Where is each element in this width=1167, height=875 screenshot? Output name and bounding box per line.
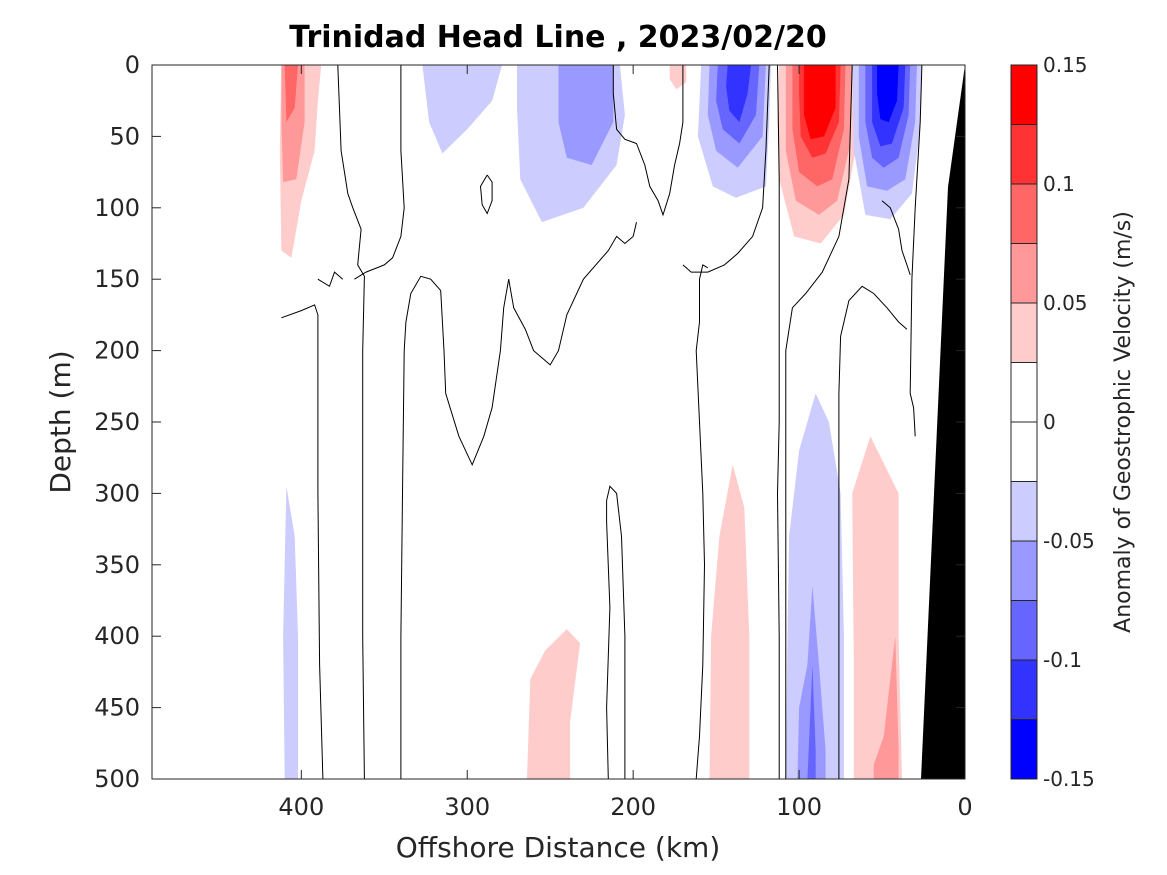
y-tick-label: 300 xyxy=(94,479,140,507)
y-tick-label: 150 xyxy=(94,265,140,293)
contour-line xyxy=(281,304,324,779)
contour-line xyxy=(695,264,709,779)
colorbar-tick-label: -0.1 xyxy=(1043,648,1082,672)
colorbar-band xyxy=(1011,481,1037,542)
colorbar-tick-label: -0.15 xyxy=(1043,767,1095,791)
colorbar-band xyxy=(1011,124,1037,185)
y-tick-label: 350 xyxy=(94,551,140,579)
anomaly-region xyxy=(422,65,503,154)
x-tick-label: 400 xyxy=(278,793,324,821)
x-axis-label: Offshore Distance (km) xyxy=(396,831,721,864)
colorbar-band xyxy=(1011,422,1037,482)
anomaly-region xyxy=(558,65,614,165)
colorbar-band xyxy=(1011,660,1037,720)
contour-line xyxy=(881,200,911,276)
colorbar-band xyxy=(1011,362,1037,423)
zero-contours xyxy=(281,65,923,779)
colorbar-frame xyxy=(1010,64,1038,780)
colorbar-tick-label: 0.1 xyxy=(1043,172,1075,196)
anomaly-region xyxy=(797,586,826,779)
x-tick-label: 100 xyxy=(776,793,822,821)
contour-line xyxy=(479,174,493,215)
anomaly-region xyxy=(527,629,581,779)
plot-area xyxy=(151,64,966,780)
anomaly-region xyxy=(283,486,298,779)
anomaly-region xyxy=(873,636,899,779)
colorbar-band xyxy=(1011,243,1037,304)
contour-line xyxy=(400,275,510,779)
contour-line xyxy=(606,485,626,779)
colorbar: 0.15 0.1 0.05 0 -0.05 -0.1 -0.15 xyxy=(1010,53,1095,791)
contour-line xyxy=(682,65,770,273)
contour-line xyxy=(317,271,344,288)
shelf-bathymetry xyxy=(921,65,965,779)
colorbar-tick-label: -0.05 xyxy=(1043,529,1095,553)
colorbar-band xyxy=(1011,303,1037,363)
contour-line xyxy=(354,65,405,280)
colorbar-tick-label: 0 xyxy=(1043,410,1056,434)
y-tick-label: 200 xyxy=(94,337,140,365)
colorbar-band xyxy=(1011,184,1037,244)
chart-title: Trinidad Head Line , 2023/02/20 xyxy=(289,20,826,55)
anomaly-fills xyxy=(279,65,922,779)
anomaly-region xyxy=(669,65,687,90)
contour-line xyxy=(909,65,923,437)
x-tick-label: 300 xyxy=(444,793,490,821)
colorbar-band xyxy=(1011,541,1037,601)
x-tick-label: 200 xyxy=(610,793,656,821)
contour-line xyxy=(612,65,684,217)
colorbar-band xyxy=(1011,719,1037,780)
contour-line xyxy=(508,221,637,366)
contour-line xyxy=(785,65,853,779)
colorbar-tick-label: 0.05 xyxy=(1043,291,1088,315)
anomaly-region xyxy=(785,393,844,779)
y-tick-label: 400 xyxy=(94,622,140,650)
y-tick-label: 0 xyxy=(125,51,140,79)
contour-line xyxy=(838,285,908,779)
x-tick-label: 0 xyxy=(957,793,972,821)
colorbar-band xyxy=(1011,600,1037,661)
anomaly-region xyxy=(726,65,751,123)
colorbar-band xyxy=(1011,65,1037,125)
anomaly-region xyxy=(877,65,899,123)
contour-line xyxy=(776,65,780,779)
anomaly-region xyxy=(709,464,750,779)
anomaly-region xyxy=(284,65,298,123)
y-tick-label: 250 xyxy=(94,408,140,436)
y-tick-label: 450 xyxy=(94,694,140,722)
colorbar-label: Anomaly of Geostrophic Velocity (m/s) xyxy=(1111,211,1136,633)
contour-line xyxy=(337,65,365,779)
y-tick-label: 50 xyxy=(109,122,140,150)
y-axis: 0 50 100 150 200 250 300 350 400 450 500 xyxy=(94,51,965,793)
anomaly-region xyxy=(807,664,816,779)
x-axis: 400 300 200 100 0 xyxy=(278,65,973,821)
y-axis-label: Depth (m) xyxy=(44,350,77,493)
anomaly-region xyxy=(804,65,836,140)
y-tick-label: 100 xyxy=(94,194,140,222)
colorbar-tick-label: 0.15 xyxy=(1043,53,1088,77)
y-tick-label: 500 xyxy=(94,765,140,793)
